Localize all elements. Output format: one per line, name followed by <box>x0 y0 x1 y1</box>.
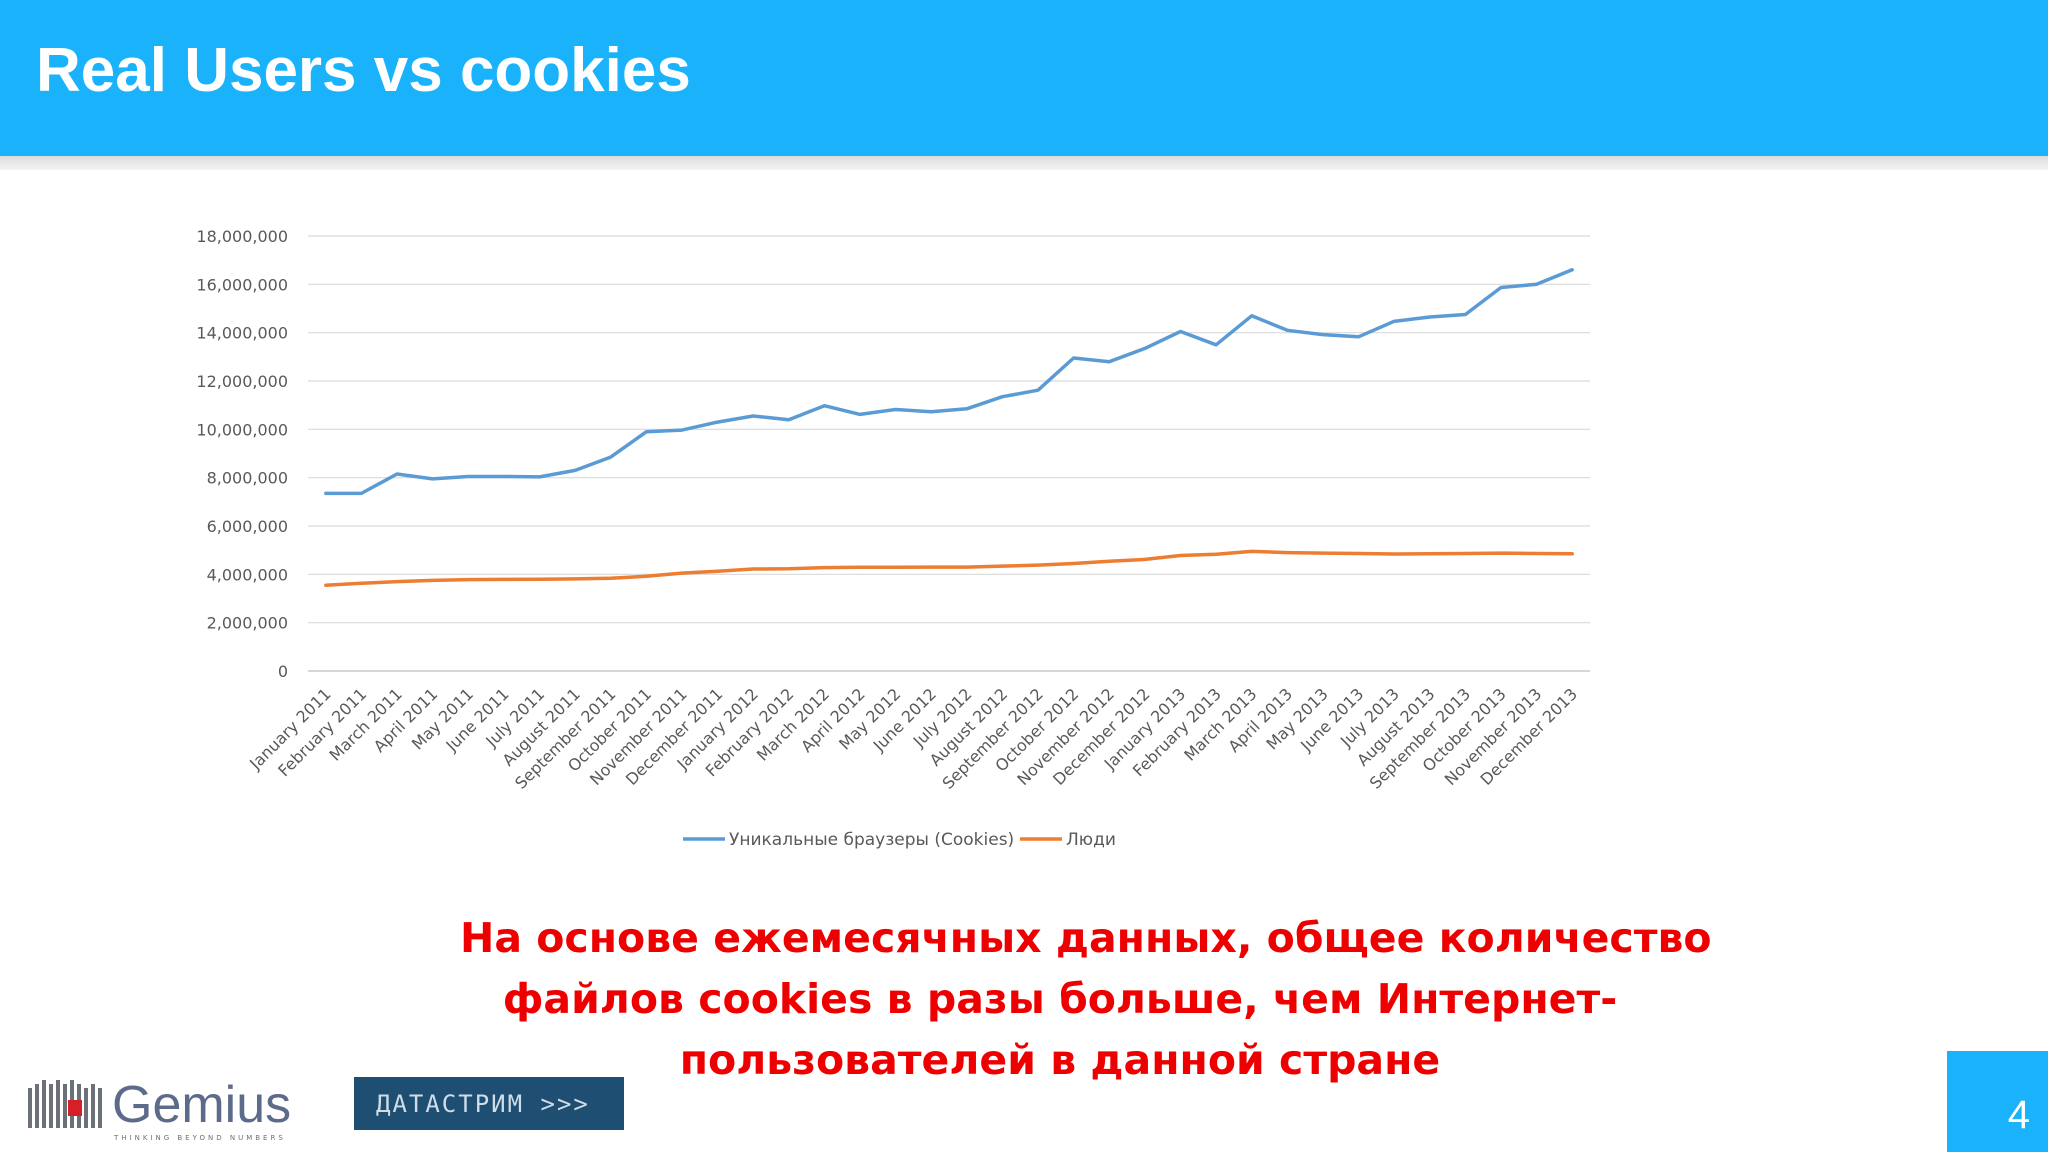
chart-legend: Уникальные браузеры (Cookies) Люди <box>683 830 1116 850</box>
datastream-logo-text: ДАТАСТРИМ >>> <box>376 1090 590 1118</box>
legend-label: Люди <box>1066 830 1116 850</box>
header-divider <box>0 156 2048 170</box>
page-number-box: 4 <box>1947 1051 2048 1152</box>
series-line <box>324 549 1574 587</box>
datastream-logo: ДАТАСТРИМ >>> <box>354 1077 624 1130</box>
slide-header: Real Users vs cookies <box>0 0 2048 156</box>
gemius-logo: Gemius THINKING BEYOND NUMBERS <box>28 1076 291 1142</box>
y-tick-label: 10,000,000 <box>196 420 288 439</box>
slide-title: Real Users vs cookies <box>36 36 691 105</box>
y-tick-label: 18,000,000 <box>196 227 288 246</box>
caption-line-3: пользователей в данной стране <box>679 1036 1441 1084</box>
chart-series <box>324 268 1574 587</box>
y-tick-label: 4,000,000 <box>207 565 288 584</box>
gemius-tagline: THINKING BEYOND NUMBERS <box>113 1134 286 1142</box>
y-tick-label: 6,000,000 <box>207 517 288 536</box>
y-tick-label: 0 <box>278 662 288 681</box>
y-tick-label: 16,000,000 <box>196 275 288 294</box>
y-tick-label: 2,000,000 <box>207 614 288 633</box>
y-tick-label: 12,000,000 <box>196 372 288 391</box>
page-number: 4 <box>2007 1093 2030 1137</box>
y-axis-ticks: 0 2,000,000 4,000,000 6,000,000 8,000,000 10,… <box>196 227 288 681</box>
gemius-logo-text: Gemius <box>112 1076 291 1134</box>
slide-caption: На основе ежемесячных данных, общее коли… <box>460 908 1712 1091</box>
caption-line-2: файлов cookies в разы больше, чем Интерн… <box>502 975 1618 1023</box>
caption-line-1: На основе ежемесячных данных, общее коли… <box>460 914 1712 962</box>
legend-label: Уникальные браузеры (Cookies) <box>729 830 1014 850</box>
y-tick-label: 14,000,000 <box>196 324 288 343</box>
chart-gridlines <box>308 235 1590 672</box>
series-line <box>324 268 1574 496</box>
y-tick-label: 8,000,000 <box>207 469 288 488</box>
